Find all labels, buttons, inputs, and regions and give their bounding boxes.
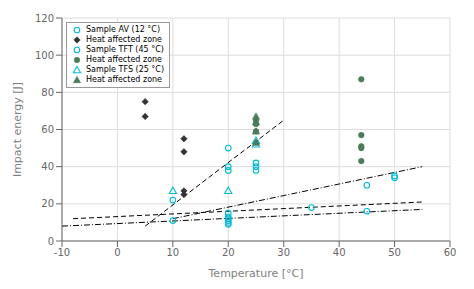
html-text:Heat affected zone: Heat affected zone [86,75,162,84]
svg-text:40: 40 [41,161,54,172]
svg-text:10: 10 [166,247,179,258]
svg-text:40: 40 [333,247,346,258]
svg-text:100: 100 [35,50,54,61]
svg-text:60: 60 [444,247,457,258]
svg-text:60: 60 [41,124,54,135]
svg-text:Temperature [°C]: Temperature [°C] [208,267,304,280]
svg-text:30: 30 [277,247,290,258]
html-text:Heat affected zone: Heat affected zone [86,35,162,44]
svg-text:20: 20 [41,198,54,209]
html-text:Sample TFS (25 °C): Sample TFS (25 °C) [86,65,165,74]
svg-text:80: 80 [41,87,54,98]
html-text:Sample TFT (45 °C): Sample TFT (45 °C) [86,45,164,54]
svg-text:120: 120 [35,13,54,24]
svg-text:-10: -10 [54,247,70,258]
svg-text:Impact energy [J]: Impact energy [J] [11,82,24,177]
svg-text:0: 0 [48,236,54,247]
html-text:Sample AV (12 °C): Sample AV (12 °C) [86,25,161,34]
svg-text:50: 50 [388,247,401,258]
svg-text:0: 0 [114,247,120,258]
svg-text:20: 20 [222,247,235,258]
html-text:Heat affected zone: Heat affected zone [86,55,162,64]
